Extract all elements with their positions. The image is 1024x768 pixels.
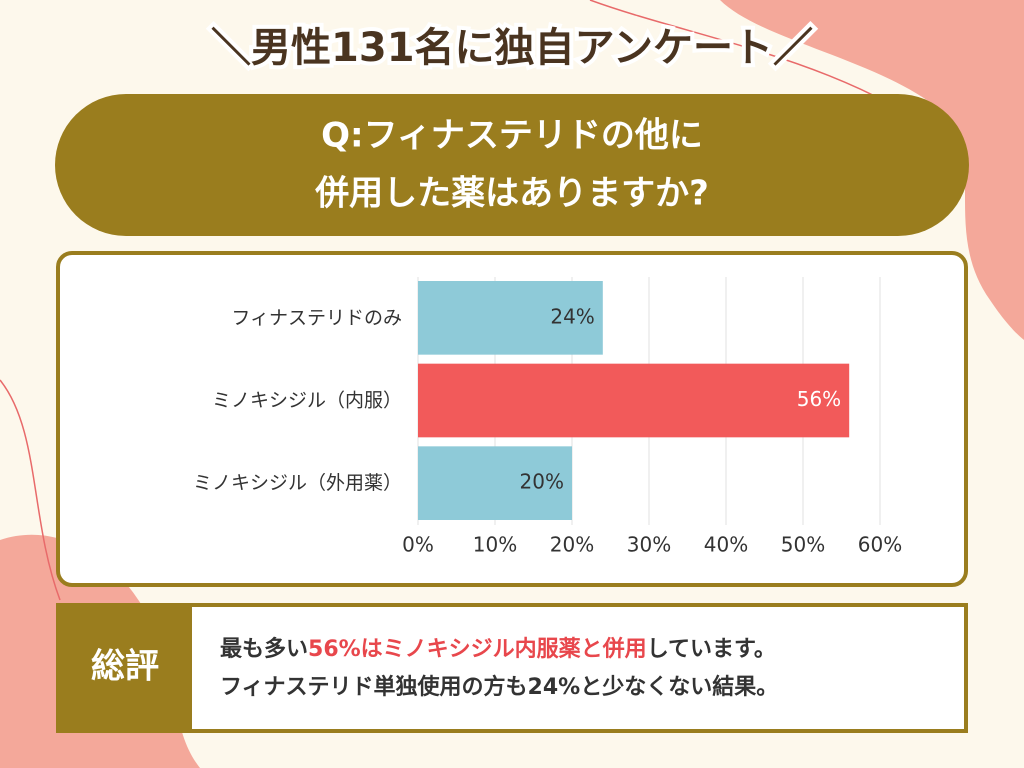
- summary-segment: フィナステリド単独使用の方も24%と少なくない結果。: [220, 674, 778, 700]
- x-tick-label: 0%: [402, 533, 434, 557]
- x-tick-label: 50%: [781, 533, 825, 557]
- x-tick-label: 10%: [473, 533, 517, 557]
- question-line: Q:フィナステリドの他に: [321, 116, 703, 156]
- summary-segment: しています。: [647, 637, 776, 662]
- x-tick-label: 30%: [627, 533, 671, 557]
- summary-label-box: [58, 605, 192, 731]
- value-label: 20%: [520, 470, 564, 494]
- summary-label: 総評: [91, 647, 159, 687]
- summary-box: [56, 603, 968, 733]
- blob: [720, 0, 1024, 340]
- bar: [418, 281, 603, 355]
- question-pill: [55, 94, 969, 236]
- y-tick-label: ミノキシジル（外用薬）: [193, 472, 402, 494]
- value-label: 24%: [550, 304, 594, 328]
- question-line: 併用した薬はありますか?: [314, 174, 709, 214]
- x-tick-label: 60%: [858, 533, 902, 557]
- bar: [418, 446, 572, 520]
- summary-segment: 56%はミノキシジル内服薬と併用: [308, 636, 647, 662]
- bar: [418, 363, 850, 438]
- x-tick-label: 40%: [704, 533, 748, 557]
- summary-line: フィナステリド単独使用の方も24%と少なくない結果。: [220, 674, 778, 700]
- summary-segment: 最も多い: [220, 636, 308, 662]
- title: ＼男性131名に独自アンケート／: [211, 25, 813, 71]
- y-tick-label: フィナステリドのみ: [231, 307, 402, 329]
- chart: 0% 10% 20% 30% 40% 50% 60% フィナステリドのみ 24% ミノキシジル（内…: [193, 277, 902, 557]
- summary-line: 最も多い56%はミノキシジル内服薬と併用しています。: [220, 636, 776, 662]
- value-label: 56%: [797, 387, 841, 411]
- x-tick-label: 20%: [550, 533, 594, 557]
- deco-line: [0, 379, 61, 601]
- y-tick-label: ミノキシジル（内服）: [212, 390, 402, 412]
- summary-text: 最も多い56%はミノキシジル内服薬と併用しています。フィナステリド単独使用の方も…: [220, 636, 778, 700]
